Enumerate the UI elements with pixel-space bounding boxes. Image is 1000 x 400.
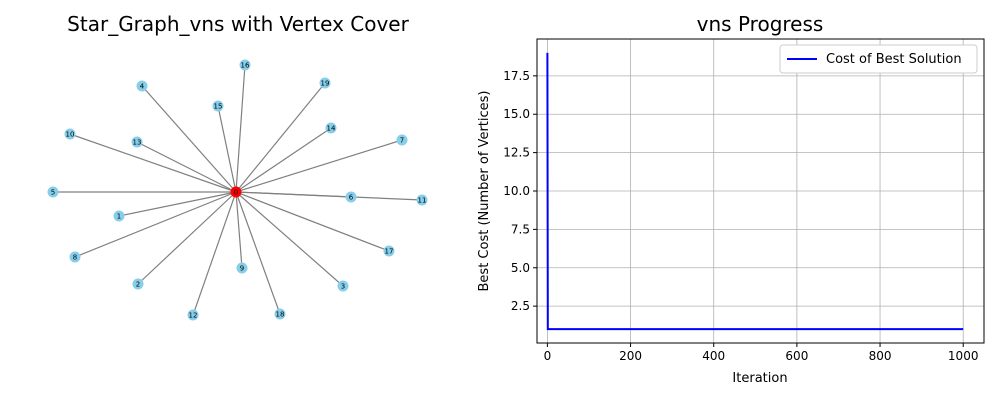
graph-title: Star_Graph_vns with Vertex Cover xyxy=(67,12,409,36)
graph-node-label-16: 16 xyxy=(241,62,250,70)
graph-edge-0-16 xyxy=(235,64,246,193)
graph-node-7 xyxy=(396,134,408,146)
graph-node-label-15: 15 xyxy=(214,103,223,111)
x-tick-label: 200 xyxy=(619,349,642,363)
graph-node-12 xyxy=(187,309,199,321)
graph-node-11 xyxy=(416,194,428,206)
graph-edge-0-9 xyxy=(235,191,243,269)
y-tick-label: 7.5 xyxy=(511,222,530,236)
y-tick-label: 5.0 xyxy=(511,261,530,275)
x-tick-label: 0 xyxy=(544,349,552,363)
graph-node-2 xyxy=(132,278,144,290)
graph-node-label-3: 3 xyxy=(341,283,345,291)
graph-edge-0-2 xyxy=(137,191,237,285)
graph-node-label-0: 0 xyxy=(234,189,238,197)
graph-node-label-11: 11 xyxy=(418,197,427,205)
graph-node-9 xyxy=(236,262,248,274)
graph-edge-0-3 xyxy=(235,191,344,287)
graph-node-5 xyxy=(47,186,59,198)
x-tick-label: 400 xyxy=(702,349,725,363)
x-tick-label: 800 xyxy=(869,349,892,363)
y-tick-label: 15.0 xyxy=(503,107,530,121)
graph-node-label-19: 19 xyxy=(321,80,330,88)
graph-node-label-7: 7 xyxy=(400,137,404,145)
progress-title: vns Progress xyxy=(697,12,824,36)
graph-edge-0-18 xyxy=(235,191,281,315)
graph-node-label-10: 10 xyxy=(66,131,75,139)
graph-node-label-17: 17 xyxy=(385,248,394,256)
graph-node-label-13: 13 xyxy=(133,139,142,147)
y-tick-label: 2.5 xyxy=(511,299,530,313)
graph-node-16 xyxy=(239,59,251,71)
graph-edge-0-19 xyxy=(235,82,326,193)
legend-box xyxy=(779,44,978,74)
graph-node-3 xyxy=(337,280,349,292)
graph-node-label-8: 8 xyxy=(73,254,77,262)
graph-node-1 xyxy=(113,210,125,222)
graph-edge-0-8 xyxy=(74,191,237,258)
series-line-cost-of-best-solution xyxy=(546,52,964,331)
y-axis-label: Best Cost (Number of Vertices) xyxy=(477,91,492,292)
legend-label: Cost of Best Solution xyxy=(826,52,962,67)
graph-node-label-9: 9 xyxy=(240,265,244,273)
x-tick-label: 600 xyxy=(785,349,808,363)
graph-edge-0-12 xyxy=(192,191,237,316)
y-tick-label: 17.5 xyxy=(503,69,530,83)
graph-edge-0-10 xyxy=(69,133,237,193)
graph-edge-0-7 xyxy=(235,139,403,193)
graph-edge-0-17 xyxy=(235,191,390,252)
graph-node-label-12: 12 xyxy=(189,312,198,320)
graph-edge-0-14 xyxy=(235,127,332,193)
graph-edge-0-15 xyxy=(217,105,237,193)
graph-edge-0-11 xyxy=(235,191,423,201)
legend: Cost of Best Solution xyxy=(779,44,978,74)
graph-panel: Star_Graph_vns with Vertex Cover 012 3456… xyxy=(47,12,428,321)
graph-node-0 xyxy=(230,186,242,198)
x-tick-label: 1000 xyxy=(948,349,979,363)
grid-lines xyxy=(537,39,984,343)
graph-node-8 xyxy=(69,251,81,263)
graph-edge-0-1 xyxy=(118,191,237,217)
graph-node-label-14: 14 xyxy=(327,125,336,133)
graph-node-6 xyxy=(345,191,357,203)
graph-node-4 xyxy=(136,80,148,92)
y-tick-label: 12.5 xyxy=(503,146,530,160)
graph-node-14 xyxy=(325,122,337,134)
graph-node-10 xyxy=(64,128,76,140)
graph-node-label-1: 1 xyxy=(117,213,121,221)
graph-node-label-2: 2 xyxy=(136,281,140,289)
graph-node-label-5: 5 xyxy=(51,189,55,197)
graph-node-17 xyxy=(383,245,395,257)
graph-node-label-18: 18 xyxy=(276,311,285,319)
graph-edge-0-13 xyxy=(136,141,237,193)
graph-node-label-6: 6 xyxy=(349,194,354,202)
x-axis-label: Iteration xyxy=(732,371,787,386)
graph-node-19 xyxy=(319,77,331,89)
graph-node-label-4: 4 xyxy=(140,83,145,91)
graph-node-18 xyxy=(274,308,286,320)
graph-node-15 xyxy=(212,100,224,112)
graph-edges xyxy=(53,64,423,316)
y-tick-label: 10.0 xyxy=(503,184,530,198)
graph-edge-0-4 xyxy=(141,85,237,193)
x-axis-ticks: 0 200 400 600 800 1000 xyxy=(544,343,979,363)
graph-node-13 xyxy=(131,136,143,148)
progress-panel: vns Progress 0 200 400 600 800 1000 2.5 5.0 7.5… xyxy=(477,12,985,386)
y-axis-ticks: 2.5 5.0 7.5 10.0 12.5 15.0 17.5 xyxy=(503,69,537,313)
